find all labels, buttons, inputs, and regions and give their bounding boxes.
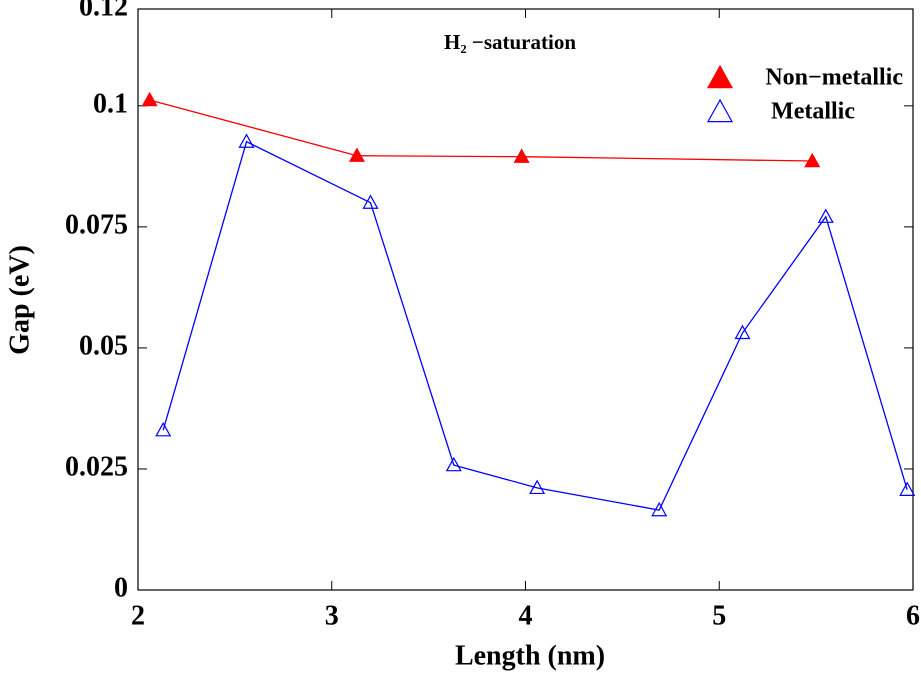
legend-marker <box>706 64 734 89</box>
marker <box>734 324 751 340</box>
series-line <box>162 140 908 511</box>
y-tick-label: 0.025 <box>65 451 128 482</box>
x-tick-label: 5 <box>712 600 726 631</box>
legend-label: Non−metallic <box>765 65 903 91</box>
annotation: H₂ −saturation <box>444 30 576 54</box>
legend-marker <box>706 98 734 123</box>
y-tick-label: 0.1 <box>93 88 128 119</box>
marker <box>362 194 379 209</box>
marker <box>651 501 668 517</box>
series-line <box>149 99 813 162</box>
marker <box>238 133 255 148</box>
y-tick-label: 0.12 <box>79 0 128 22</box>
x-tick-label: 2 <box>131 600 145 631</box>
marker <box>804 152 821 168</box>
marker <box>445 456 462 472</box>
marker <box>141 91 158 107</box>
marker <box>348 147 365 162</box>
legend-label: Metallic <box>771 99 855 125</box>
marker <box>513 148 530 163</box>
x-tick-label: 4 <box>519 600 533 631</box>
marker <box>529 479 546 495</box>
plot-frame <box>137 8 914 591</box>
marker <box>817 208 834 223</box>
y-axis-label: Gap (eV) <box>4 245 35 355</box>
marker <box>155 421 172 437</box>
x-axis-label: Length (nm) <box>455 640 605 671</box>
y-tick-label: 0.075 <box>65 209 128 240</box>
y-tick-label: 0.05 <box>79 330 128 361</box>
y-tick-label: 0 <box>114 572 128 603</box>
x-tick-label: 3 <box>325 600 339 631</box>
x-tick-label: 6 <box>906 600 920 631</box>
marker <box>899 481 916 496</box>
